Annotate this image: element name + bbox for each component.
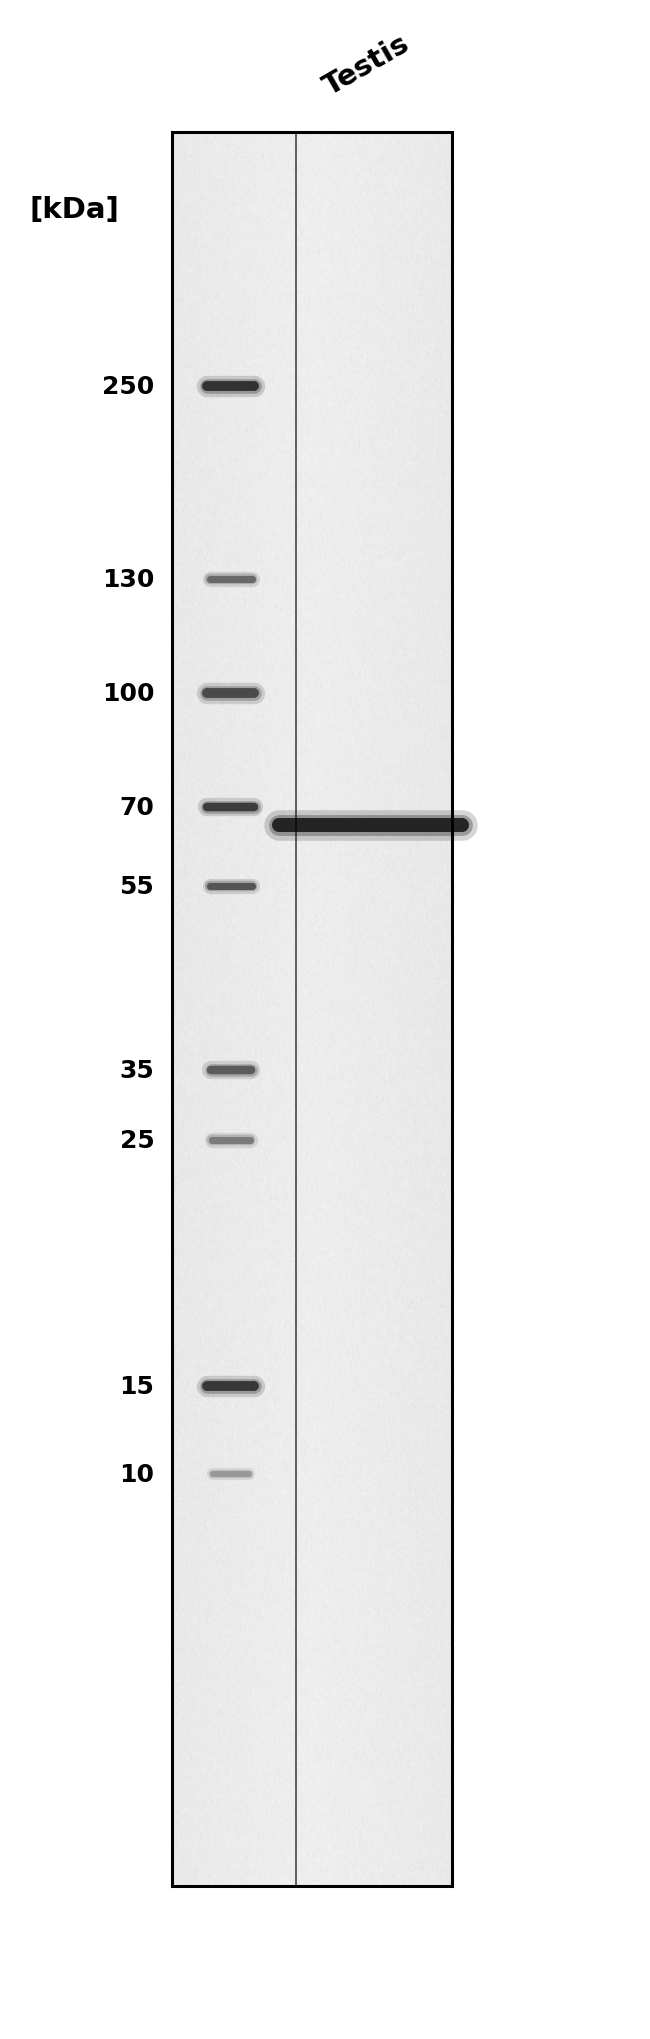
Text: 130: 130 (102, 567, 154, 591)
Bar (172, 133, 452, 1886)
Text: 55: 55 (120, 875, 154, 899)
Text: 250: 250 (102, 375, 154, 400)
Text: 70: 70 (120, 795, 154, 820)
Text: 15: 15 (120, 1374, 154, 1399)
Text: [kDa]: [kDa] (30, 196, 120, 224)
Text: 10: 10 (119, 1462, 154, 1486)
Text: Testis: Testis (319, 31, 415, 102)
Text: 35: 35 (120, 1058, 154, 1083)
Text: 25: 25 (120, 1130, 154, 1152)
Text: 100: 100 (102, 681, 154, 705)
